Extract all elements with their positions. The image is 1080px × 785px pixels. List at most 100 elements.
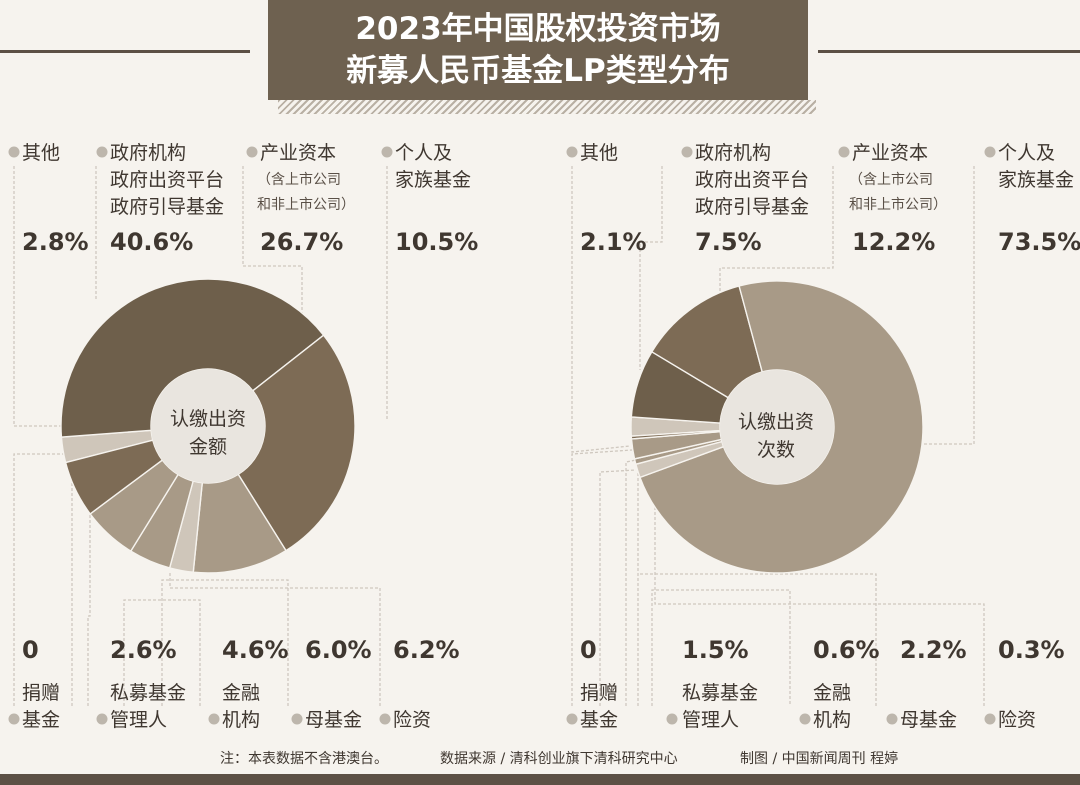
value-simu-1: 2.6%	[110, 636, 177, 664]
leader-line	[13, 166, 62, 427]
label-juanzeng-line1: 捐赠	[22, 682, 61, 704]
label-jinrong-2-line1: 金融	[813, 682, 852, 704]
bullet-juanzeng-1	[8, 713, 20, 725]
label-qita-2: 其他	[580, 142, 619, 164]
value-jinrong-1: 4.6%	[222, 636, 289, 664]
bullet-simu-2	[666, 713, 678, 725]
donut-center-1	[151, 369, 265, 483]
label-zhengfu-2-line3: 政府引导基金	[695, 196, 810, 218]
chart-title: 2023年中国股权投资市场 新募人民币基金LP类型分布	[268, 0, 808, 100]
label-geren-line1: 个人及	[395, 142, 453, 164]
label-geren-1: 个人及 家族基金	[395, 140, 471, 194]
leader-lines	[8, 146, 996, 725]
title-line-1: 2023年中国股权投资市场	[355, 11, 721, 47]
bullet-qita-2	[566, 146, 578, 158]
leader-line	[637, 469, 640, 706]
label-xianzi-1: 险资	[393, 709, 432, 731]
leader-line	[571, 449, 633, 706]
slice-xianzi-2	[630, 429, 721, 440]
bullet-mujijin-2	[886, 713, 898, 725]
center-label-1-line1: 认缴出资	[169, 408, 246, 430]
leader-line	[640, 573, 877, 706]
label-jinrong-2-line2: 机构	[813, 709, 852, 731]
value-mujijin-1: 6.0%	[305, 636, 372, 664]
bullet-jinrong-2	[799, 713, 811, 725]
label-chanye-sub-line1: （含上市公司	[257, 172, 341, 188]
value-juanzeng-1: 0	[22, 636, 39, 664]
label-simu-line2: 管理人	[110, 709, 168, 731]
bullet-xianzi-1	[379, 713, 391, 725]
label-jinrong-2: 金融 机构	[813, 680, 851, 734]
footer-source: 数据来源 / 清科创业旗下清科研究中心	[440, 751, 678, 767]
label-zhengfu-2-line2: 政府出资平台	[695, 169, 810, 191]
label-juanzeng-1: 捐赠 基金	[22, 680, 60, 734]
label-chanye-2: 产业资本	[852, 142, 929, 164]
bullet-qita-1	[8, 146, 20, 158]
donut-center-2	[720, 370, 834, 484]
center-label-1: 认缴出资 金额	[138, 405, 278, 461]
value-mujijin-2: 2.2%	[900, 636, 967, 664]
bullet-chanye-1	[246, 146, 258, 158]
label-simu-2: 私募基金 管理人	[682, 680, 758, 734]
label-geren-2-line2: 家族基金	[998, 169, 1075, 191]
value-geren-1: 10.5%	[395, 228, 479, 256]
label-qita-1: 其他	[22, 142, 61, 164]
bullet-jinrong-1	[208, 713, 220, 725]
leader-line	[71, 461, 76, 706]
leader-line	[169, 572, 381, 706]
label-chanye-sub-2-line2: 和非上市公司）	[849, 197, 947, 213]
value-qita-2: 2.1%	[580, 228, 647, 256]
footer: 注：本表数据不含港澳台。 数据来源 / 清科创业旗下清科研究中心 制图 / 中国…	[0, 748, 1080, 772]
leader-line	[242, 166, 303, 320]
value-chanye-2: 12.2%	[852, 228, 936, 256]
value-qita-1: 2.8%	[22, 228, 89, 256]
donut-charts	[60, 278, 924, 574]
label-jinrong-line2: 机构	[222, 709, 261, 731]
leader-line	[13, 453, 66, 706]
label-chanye-sub-1: （含上市公司 和非上市公司）	[257, 168, 355, 218]
label-mujijin-2: 母基金	[900, 709, 958, 731]
value-zhengfu-2: 7.5%	[695, 228, 762, 256]
label-juanzeng-2-line1: 捐赠	[580, 682, 619, 704]
value-juanzeng-2: 0	[580, 636, 597, 664]
leader-line	[123, 599, 201, 706]
bullet-geren-1	[381, 146, 393, 158]
label-simu-2-line2: 管理人	[682, 709, 740, 731]
leader-line	[87, 474, 91, 706]
center-label-2-line1: 认缴出资	[737, 411, 814, 433]
label-chanye-sub-2-line1: （含上市公司	[849, 172, 933, 188]
center-label-1-line2: 金额	[188, 436, 227, 458]
leader-line	[571, 166, 631, 453]
center-label-2: 认缴出资 次数	[706, 408, 846, 464]
leader-line	[639, 166, 663, 370]
value-zhengfu-1: 40.6%	[110, 228, 194, 256]
label-chanye-sub-2: （含上市公司 和非上市公司）	[849, 168, 947, 218]
label-zhengfu-2-line1: 政府机构	[695, 142, 772, 164]
footer-credit: 制图 / 中国新闻周刊 程婷	[740, 751, 899, 767]
value-xianzi-2: 0.3%	[998, 636, 1065, 664]
bullet-zhengfu-2	[681, 146, 693, 158]
label-juanzeng-line2: 基金	[22, 709, 61, 731]
label-chanye-sub-line2: 和非上市公司）	[257, 197, 355, 213]
center-label-2-line2: 次数	[756, 439, 795, 461]
label-xianzi-2: 险资	[998, 709, 1037, 731]
value-xianzi-1: 6.2%	[393, 636, 460, 664]
bullet-mujijin-1	[291, 713, 303, 725]
leader-line	[625, 459, 637, 706]
label-geren-2: 个人及 家族基金	[998, 140, 1074, 194]
leader-line	[922, 166, 975, 445]
title-line-2: 新募人民币基金LP类型分布	[346, 53, 730, 89]
title-shadow	[278, 100, 816, 114]
leader-line	[161, 579, 289, 706]
label-jinrong-line1: 金融	[222, 682, 261, 704]
leader-line	[654, 480, 985, 706]
label-geren-line2: 家族基金	[395, 169, 472, 191]
bullet-geren-2	[984, 146, 996, 158]
bullet-simu-1	[96, 713, 108, 725]
label-simu-1: 私募基金 管理人	[110, 680, 186, 734]
value-geren-2: 73.5%	[998, 228, 1080, 256]
label-zhengfu-1: 政府机构 政府出资平台 政府引导基金	[110, 140, 224, 221]
bullet-chanye-2	[838, 146, 850, 158]
label-zhengfu-2: 政府机构 政府出资平台 政府引导基金	[695, 140, 809, 221]
